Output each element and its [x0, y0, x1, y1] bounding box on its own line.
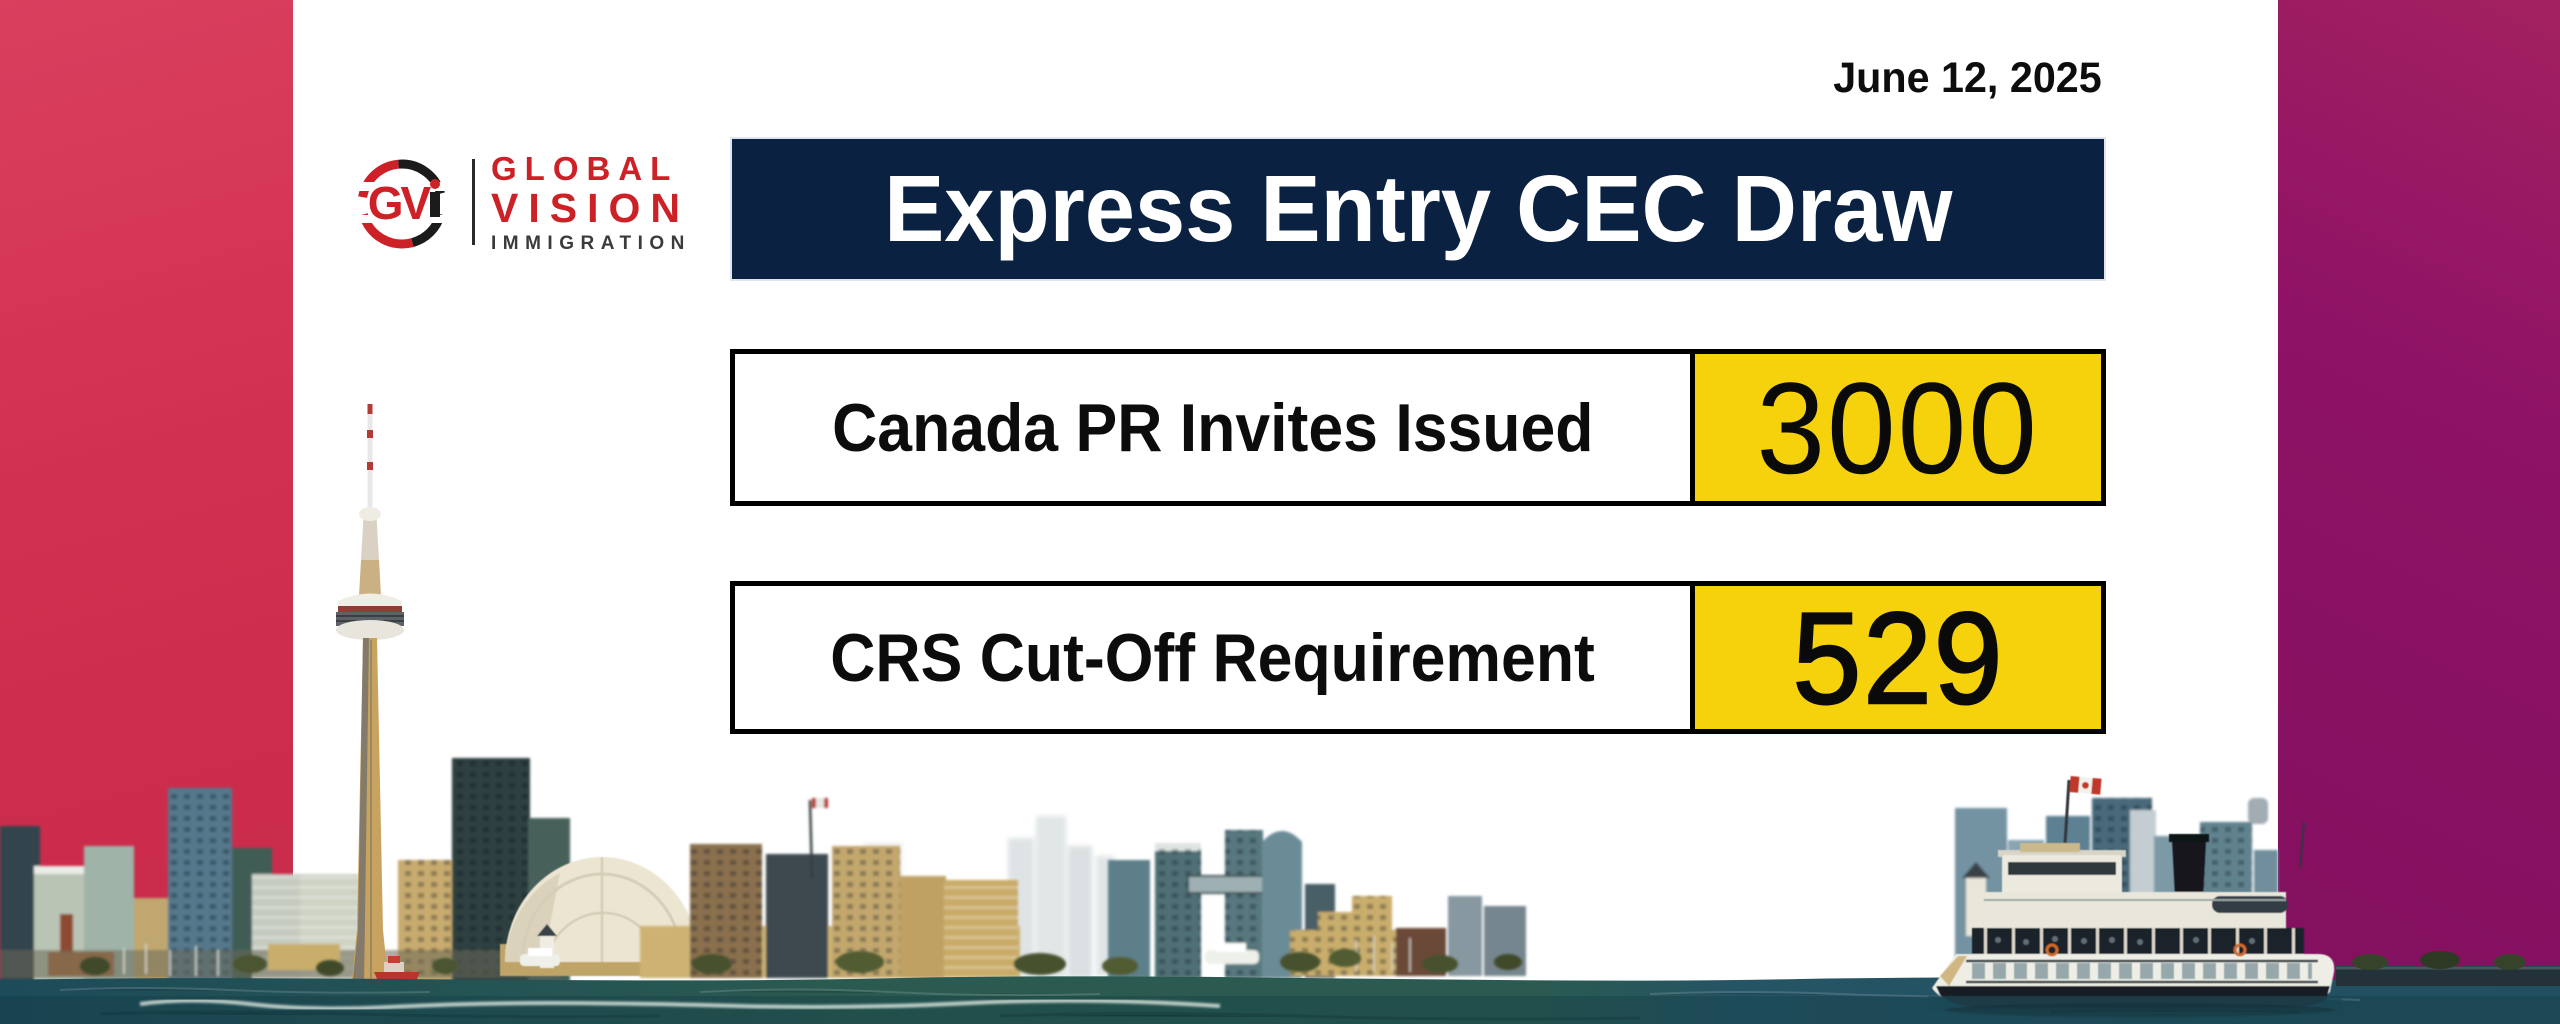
logo-divider: [472, 159, 475, 245]
stat-value-box-invites: 3000: [1690, 354, 2101, 501]
page-title: Express Entry CEC Draw: [883, 155, 1953, 262]
logo-word-immigration: IMMIGRATION: [491, 232, 691, 254]
stat-value-invites: 3000: [1756, 354, 2040, 501]
ferry-boat: [1928, 776, 2342, 1017]
gv-emblem-icon: GV: [352, 159, 452, 249]
title-banner: Express Entry CEC Draw: [730, 137, 2106, 281]
dock: [2336, 951, 2560, 986]
logo-word-vision: VISION: [491, 184, 690, 231]
stat-label-crs: CRS Cut-Off Requirement: [735, 586, 1690, 729]
stat-row-invites: Canada PR Invites Issued 3000: [730, 349, 2106, 506]
stat-value-box-crs: 529: [1690, 586, 2101, 729]
stat-label-invites: Canada PR Invites Issued: [735, 354, 1690, 501]
waterfront-trees: [80, 949, 1522, 976]
right-accent-band: [2278, 0, 2560, 1024]
harbourfront-towers: [1108, 830, 1526, 978]
toronto-skyline-illustration: [0, 404, 2560, 1024]
company-logo: GV GLOBAL VISION IMMIGRATION: [352, 150, 691, 254]
gv-monogram: GV: [368, 177, 432, 229]
cn-tower: [336, 404, 420, 988]
date-text: June 12, 2025: [1833, 54, 2102, 102]
left-city-cluster: [0, 758, 570, 986]
date-label: June 12, 2025: [1822, 54, 2102, 103]
logo-wordmark: GLOBAL VISION IMMIGRATION: [491, 152, 691, 253]
canada-flag-icon: [2069, 776, 2102, 795]
logo-word-global: GLOBAL: [491, 149, 679, 187]
midtown-buildings: [640, 798, 1020, 978]
stat-row-crs: CRS Cut-Off Requirement 529: [730, 581, 2106, 734]
stat-value-crs: 529: [1791, 584, 2004, 731]
